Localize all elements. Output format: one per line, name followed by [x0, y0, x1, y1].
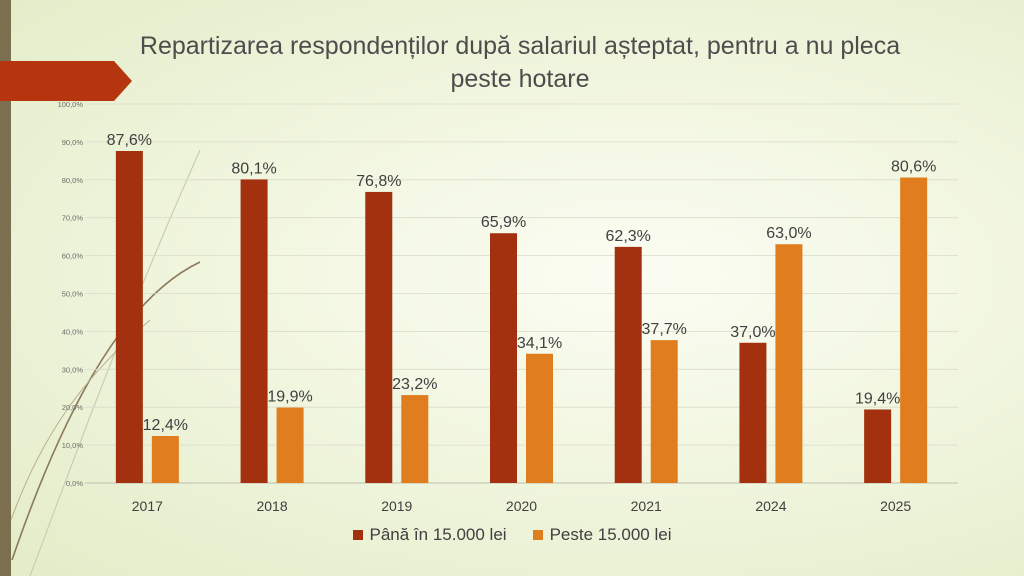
x-tick-label-2020: 2020: [506, 498, 537, 514]
x-tick-label-2021: 2021: [631, 498, 662, 514]
bar-2019-series-2: [401, 395, 429, 483]
data-label-2025-series-2: 80,6%: [891, 159, 936, 176]
bar-2024-series-2: [775, 244, 803, 483]
y-tick-label: 70,0%: [62, 214, 84, 223]
data-label-2017-series-1: 87,6%: [107, 132, 152, 149]
data-label-2019-series-2: 23,2%: [392, 376, 437, 393]
x-tick-label-2017: 2017: [132, 498, 163, 514]
data-label-2017-series-2: 12,4%: [143, 417, 188, 434]
bars: [115, 150, 928, 484]
legend-swatch-series-2: [532, 530, 543, 540]
y-tick-label: 90,0%: [62, 138, 84, 147]
legend-item-series-1: Până în 15.000 lei: [352, 525, 507, 545]
data-label-2024-series-2: 63,0%: [766, 225, 811, 242]
y-tick-label: 30,0%: [62, 365, 84, 374]
chart-title: Repartizarea respondenților după salariu…: [139, 32, 901, 93]
data-label-2019-series-1: 76,8%: [356, 173, 401, 190]
y-axis: 0,0% 10,0% 20,0% 30,0% 40,0% 50,0% 60,0% 70,0% 8…: [58, 100, 84, 488]
y-tick-label: 100,0%: [58, 100, 84, 109]
x-tick-label-2025: 2025: [880, 498, 911, 514]
y-tick-label: 40,0%: [62, 327, 84, 336]
bar-2017-series-1: [115, 150, 143, 483]
bar-2024-series-1: [739, 342, 767, 483]
bar-2025-series-2: [900, 177, 928, 483]
data-label-2020-series-2: 34,1%: [517, 335, 562, 352]
x-tick-label-2018: 2018: [256, 498, 287, 514]
bar-2025-series-1: [864, 409, 892, 483]
data-label-2025-series-1: 19,4%: [855, 390, 900, 407]
x-axis: 2017 2018 2019 2020 2021 2024 2025: [85, 482, 958, 514]
legend: Până în 15.000 lei Peste 15.000 lei: [0, 525, 1024, 545]
y-tick-label: 50,0%: [62, 290, 84, 299]
legend-label-series-1: Până în 15.000 lei: [369, 525, 507, 544]
y-tick-label: 0,0%: [66, 479, 83, 488]
y-tick-label: 80,0%: [62, 176, 84, 185]
data-label-2021-series-2: 37,7%: [642, 321, 687, 338]
left-accent-bar: [0, 0, 11, 576]
data-label-2018-series-2: 19,9%: [267, 389, 312, 406]
data-label-2024-series-1: 37,0%: [730, 324, 775, 341]
legend-swatch-series-1: [352, 530, 363, 540]
legend-label-series-2: Peste 15.000 lei: [549, 525, 672, 544]
data-label-2021-series-1: 62,3%: [606, 228, 651, 245]
bar-2021-series-2: [650, 340, 678, 483]
y-tick-label: 10,0%: [62, 441, 84, 450]
data-label-2018-series-1: 80,1%: [231, 160, 276, 177]
bar-2018-series-1: [240, 179, 268, 483]
bar-2018-series-2: [276, 407, 304, 483]
data-labels: 87,6% 12,4% 80,1% 19,9% 76,8% 23,2% 65,9% 34,1%…: [107, 132, 937, 434]
title-arrow-shape: [0, 61, 132, 101]
bar-2019-series-1: [365, 191, 393, 484]
bar-2020-series-2: [526, 353, 553, 483]
bar-2020-series-1: [490, 233, 517, 483]
bar-2021-series-1: [614, 246, 642, 483]
legend-item-series-2: Peste 15.000 lei: [532, 525, 672, 545]
data-label-2020-series-1: 65,9%: [481, 214, 526, 231]
x-tick-label-2024: 2024: [755, 498, 786, 514]
bar-2017-series-2: [151, 436, 179, 483]
y-tick-label: 20,0%: [62, 403, 84, 412]
gridlines: [85, 103, 958, 484]
x-tick-label-2019: 2019: [381, 498, 412, 514]
y-tick-label: 60,0%: [62, 252, 84, 261]
